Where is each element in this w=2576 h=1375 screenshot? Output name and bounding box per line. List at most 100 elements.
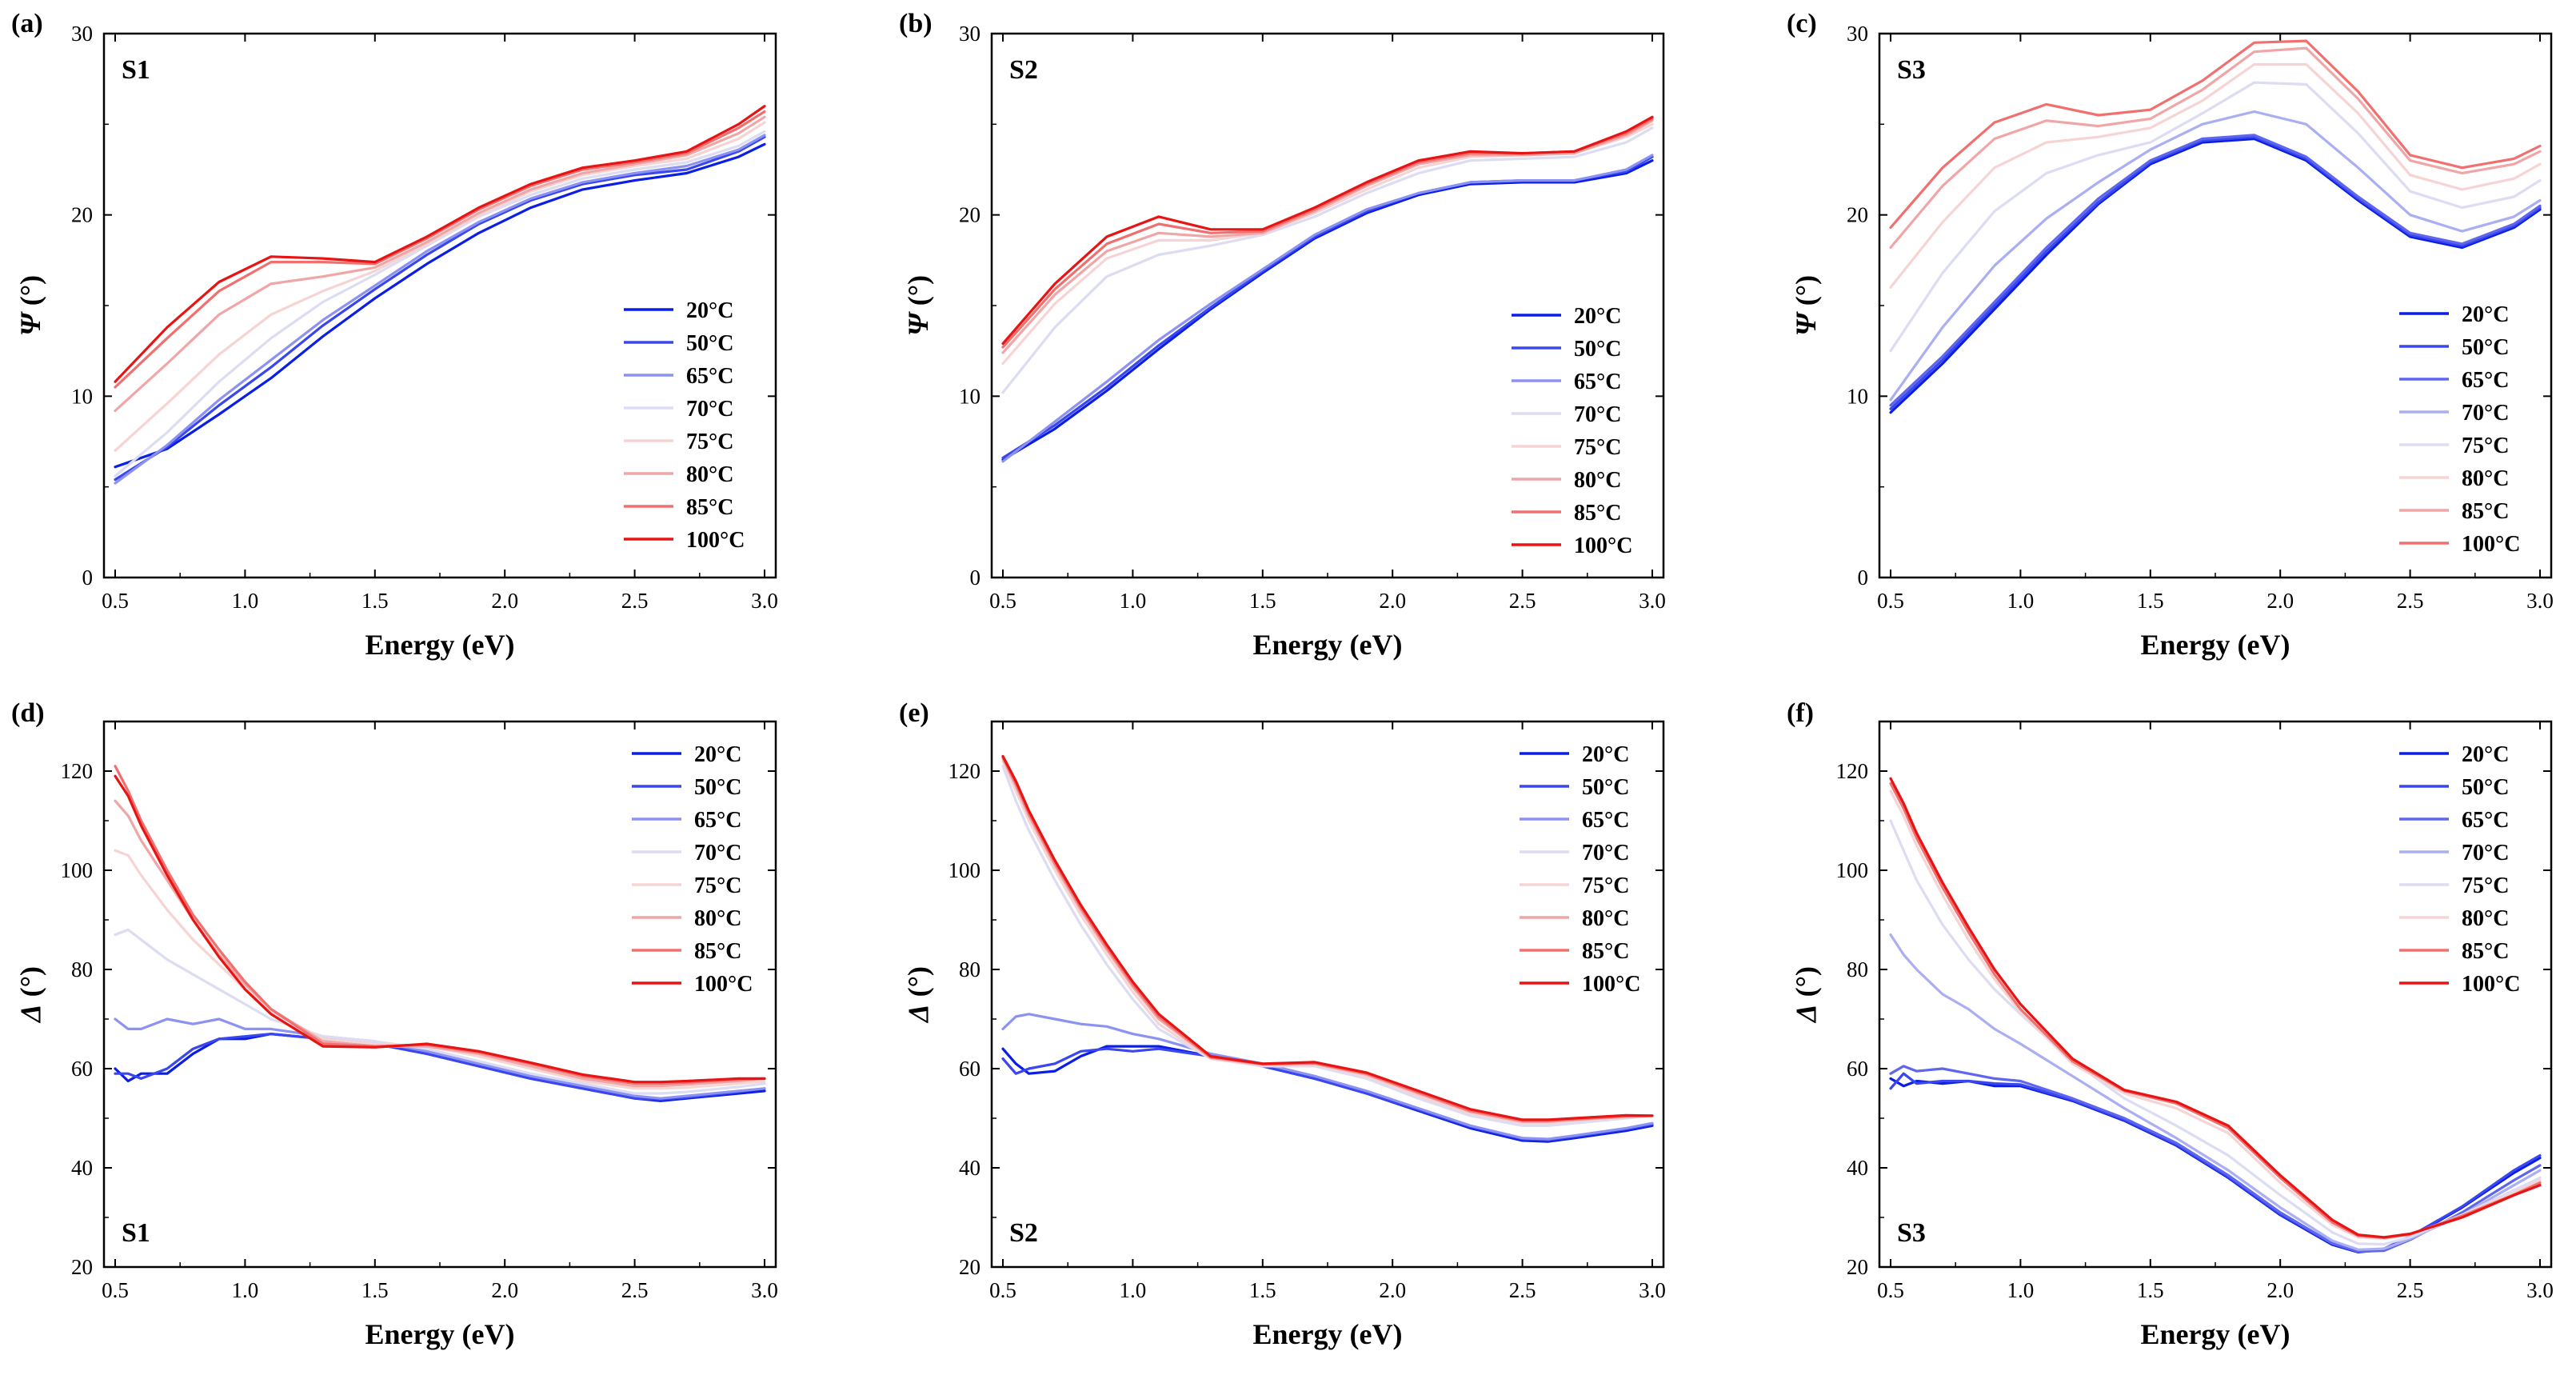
legend-label: 20°C [694, 742, 741, 767]
sample-label: S3 [1897, 1218, 1926, 1248]
legend-label: 80°C [694, 906, 741, 931]
series-line-7 [114, 105, 766, 383]
legend-label: 100°C [694, 972, 753, 997]
y-tick-label: 60 [1847, 1057, 1868, 1081]
legend-label: 80°C [1582, 906, 1629, 931]
plot-frame [1878, 32, 2553, 579]
sample-label: S2 [1009, 1218, 1038, 1248]
legend-label: 50°C [2462, 335, 2509, 360]
y-axis-unit: (°) [14, 966, 46, 1004]
y-axis-unit: (°) [14, 275, 46, 313]
x-tick-label: 2.5 [621, 1278, 649, 1302]
legend-label: 75°C [2462, 873, 2509, 898]
y-tick-label: 30 [959, 22, 980, 46]
legend-label: 70°C [1582, 841, 1629, 865]
y-tick-label: 20 [959, 1255, 980, 1279]
series-line-0 [114, 142, 766, 469]
plot-frame [990, 32, 1665, 579]
series-line-7 [1001, 754, 1654, 1121]
series-line-7 [114, 774, 766, 1084]
y-tick-label: 40 [959, 1156, 980, 1180]
series-line-7 [1001, 115, 1654, 346]
y-axis-symbol: Δ [14, 1004, 46, 1024]
legend-label: 65°C [694, 808, 741, 833]
y-tick-label: 10 [1847, 384, 1868, 408]
series-line-0 [114, 1032, 766, 1102]
y-tick-label: 20 [71, 203, 93, 227]
y-axis-title: Ψ (°) [14, 275, 46, 336]
x-tick-label: 1.0 [2007, 589, 2035, 613]
x-tick-label: 3.0 [1639, 589, 1666, 613]
series-line-5 [1889, 62, 2542, 289]
x-tick-label: 0.5 [989, 589, 1016, 613]
legend: 20°C 50°C 65°C 70°C 75°C 80°C 85°C 100°C [2399, 742, 2520, 997]
y-tick-label: 120 [61, 759, 94, 783]
y-tick-label: 80 [71, 957, 93, 981]
y-axis-symbol: Δ [902, 1004, 934, 1024]
panel-5: (f) 0.5 1.0 1.5 2.0 2.5 3.0 20 40 60 80 100 120 Energ… [1787, 698, 2554, 1350]
y-axis-unit: (°) [902, 966, 934, 1004]
series-line-4 [114, 849, 766, 1090]
legend: 20°C 50°C 65°C 70°C 75°C 80°C 85°C 100°C [2399, 302, 2520, 557]
legend-label: 80°C [1574, 468, 1621, 493]
x-tick-label: 3.0 [751, 1278, 778, 1302]
series-line-7 [1889, 39, 2542, 230]
x-tick-label: 1.5 [2137, 1278, 2164, 1302]
panel-letter: (b) [899, 9, 933, 38]
x-tick-label: 2.0 [491, 589, 518, 613]
y-tick-label: 100 [949, 858, 981, 882]
legend-label: 85°C [1574, 501, 1621, 526]
y-tick-label: 20 [71, 1255, 93, 1279]
series-line-7 [1889, 777, 2542, 1239]
series-line-6 [114, 110, 766, 389]
y-tick-label: 60 [959, 1057, 980, 1081]
legend-label: 20°C [1574, 304, 1621, 329]
legend: 20°C 50°C 65°C 70°C 75°C 80°C 85°C 100°C [1512, 304, 1632, 558]
x-tick-label: 3.0 [751, 589, 778, 613]
series-line-5 [114, 115, 766, 413]
legend-label: 75°C [694, 873, 741, 898]
legend-label: 20°C [2462, 302, 2509, 327]
legend-label: 20°C [686, 298, 733, 323]
legend-label: 85°C [2462, 939, 2509, 964]
x-tick-label: 2.0 [2266, 1278, 2294, 1302]
legend-label: 65°C [1582, 808, 1629, 833]
x-tick-label: 1.0 [2007, 1278, 2035, 1302]
x-tick-label: 1.0 [232, 1278, 259, 1302]
y-tick-label: 100 [1836, 858, 1869, 882]
legend-label: 70°C [1574, 402, 1621, 427]
y-tick-label: 0 [970, 566, 981, 590]
x-tick-label: 3.0 [2526, 1278, 2554, 1302]
series-line-0 [1001, 159, 1654, 462]
legend-label: 50°C [694, 775, 741, 800]
x-axis-title: Energy (eV) [2141, 1318, 2290, 1350]
y-tick-label: 10 [959, 384, 980, 408]
y-tick-label: 20 [1847, 1255, 1868, 1279]
plot-frame [102, 720, 777, 1269]
series-line-5 [1889, 789, 2542, 1241]
series-line-1 [1001, 1047, 1654, 1141]
sample-label: S1 [122, 55, 150, 85]
panel-letter: (f) [1787, 698, 1814, 728]
x-tick-label: 2.5 [621, 589, 649, 613]
panel-4: (e) 0.5 1.0 1.5 2.0 2.5 3.0 20 40 60 80 100 120 Energ… [899, 698, 1666, 1350]
legend: 20°C 50°C 65°C 70°C 75°C 80°C 85°C 100°C [1520, 742, 1640, 997]
series-line-6 [1889, 46, 2542, 250]
x-tick-label: 2.0 [1379, 589, 1406, 613]
legend-label: 85°C [694, 939, 741, 964]
y-axis-symbol: Ψ [14, 311, 46, 336]
y-tick-label: 20 [1847, 203, 1868, 227]
sample-label: S3 [1897, 55, 1926, 85]
legend-label: 50°C [1582, 775, 1629, 800]
y-axis-unit: (°) [902, 275, 934, 313]
y-tick-label: 80 [1847, 957, 1868, 981]
x-tick-label: 1.0 [1120, 1278, 1147, 1302]
legend-label: 100°C [2462, 972, 2520, 997]
panel-3: (d) 0.5 1.0 1.5 2.0 2.5 3.0 20 40 60 80 100 120 Energ… [11, 698, 778, 1350]
series-line-6 [114, 765, 766, 1085]
y-tick-label: 120 [949, 759, 981, 783]
plot-frame [990, 720, 1665, 1269]
x-tick-label: 2.5 [1509, 1278, 1536, 1302]
sample-label: S1 [122, 1218, 150, 1248]
